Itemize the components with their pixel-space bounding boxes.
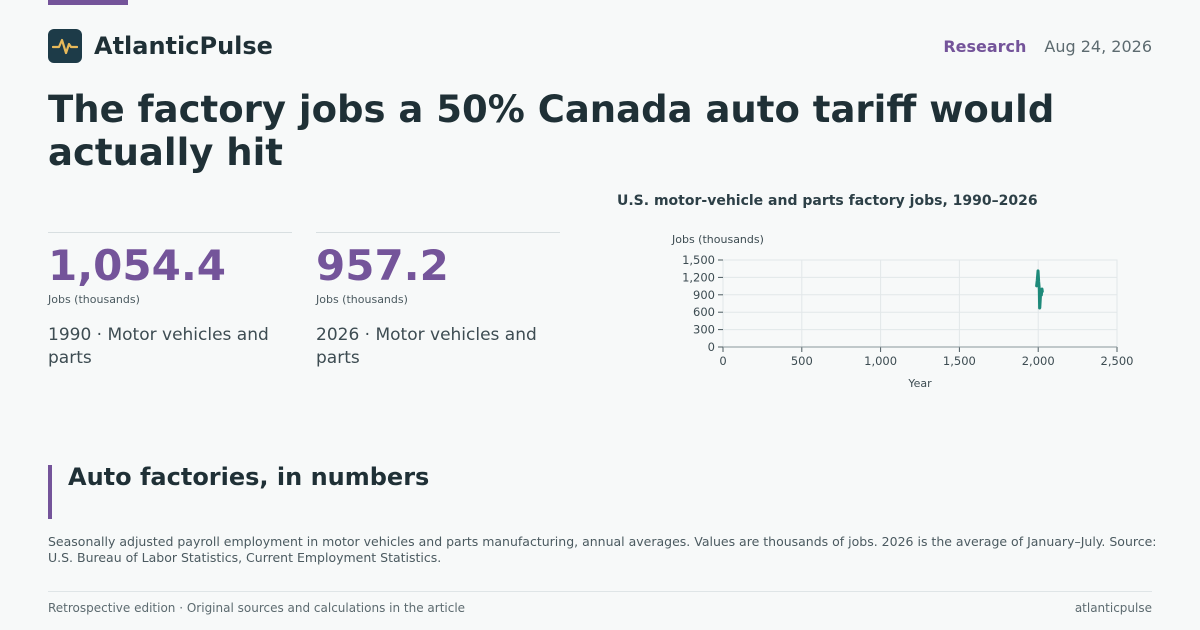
brand[interactable]: AtlanticPulse [48,29,273,63]
brand-name: AtlanticPulse [94,32,273,60]
pulse-icon [48,29,82,63]
stat-value: 957.2 [316,241,449,290]
stat-description: 2026 · Motor vehicles and parts [316,325,537,368]
series-line [1035,269,1044,310]
stat-description: 1990 · Motor vehicles and parts [48,325,269,368]
footer-edition-note: Retrospective edition · Original sources… [48,601,466,615]
top-accent-bar [48,0,128,5]
publish-date: Aug 24, 2026 [1044,37,1152,56]
y-tick-label: 1,200 [682,270,715,284]
y-tick-label: 1,500 [682,253,715,267]
x-tick-label: 2,500 [1101,354,1134,368]
y-axis-label: Jobs (thousands) [671,233,764,246]
stat-unit: Jobs (thousands) [316,293,408,306]
y-tick-label: 300 [693,323,715,337]
x-tick-label: 1,000 [864,354,897,368]
footer-divider [48,591,1152,592]
x-tick-label: 1,500 [943,354,976,368]
y-tick-label: 900 [693,288,715,302]
stat-unit: Jobs (thousands) [48,293,140,306]
line-chart: 0 300 600 900 1,200 1,500 0 500 1,000 1,500 2,000 2… [671,233,1134,390]
x-tick-label: 0 [719,354,726,368]
y-tick-label: 600 [693,305,715,319]
x-tick-label: 2,000 [1022,354,1055,368]
source-note: Seasonally adjusted payroll employment i… [48,534,1157,565]
stat-card-2026: 957.2 Jobs (thousands) 2026 · Motor vehi… [316,232,560,370]
stat-value: 1,054.4 [48,241,227,290]
header-meta: Research Aug 24, 2026 [943,37,1152,56]
section-link[interactable]: Research [943,37,1027,56]
plot-frame [722,259,1118,348]
chart-title: U.S. motor-vehicle and parts factory job… [617,193,1038,209]
x-tick-label: 500 [791,354,813,368]
stat-card-1990: 1,054.4 Jobs (thousands) 1990 · Motor ve… [48,232,292,370]
section-title: Auto factories, in numbers [68,463,430,491]
footer-site-name[interactable]: atlanticpulse [1074,601,1152,615]
section-accent-bar [48,465,52,519]
headline: The factory jobs a 50% Canada auto tarif… [48,88,1055,174]
y-tick-label: 0 [708,340,715,354]
x-axis-label: Year [907,377,932,390]
